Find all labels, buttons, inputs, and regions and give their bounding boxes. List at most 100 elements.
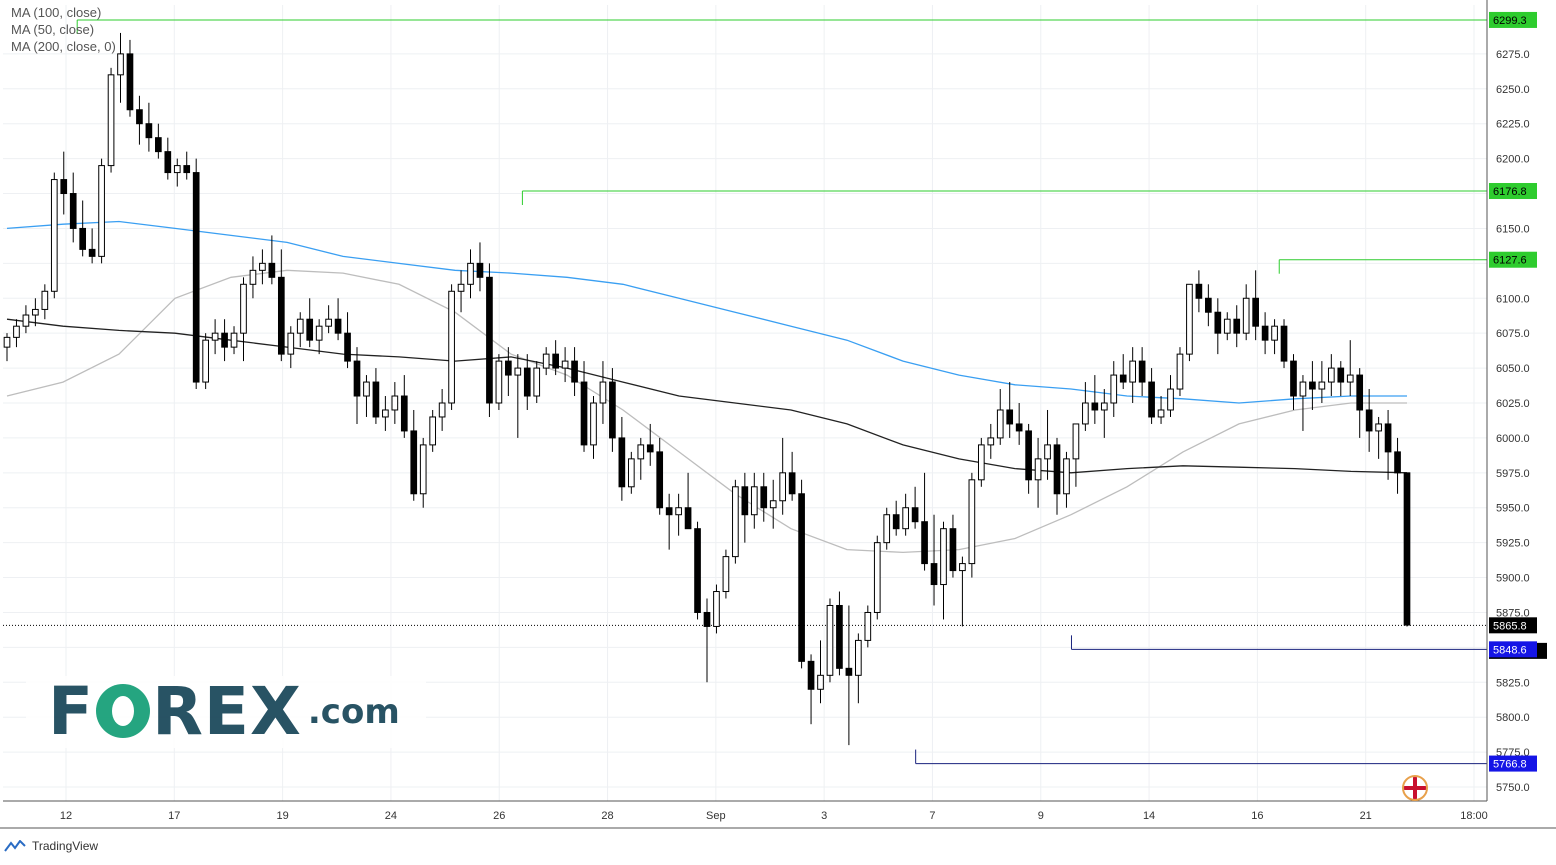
price-label-text: 6176.8 xyxy=(1493,186,1527,198)
candle-body xyxy=(1233,318,1241,334)
candle-body xyxy=(1205,297,1212,313)
candle-body xyxy=(22,314,30,327)
candle-body xyxy=(400,395,408,432)
y-tick-label: 5875.0 xyxy=(1496,607,1530,619)
candle-body xyxy=(249,269,257,285)
candle-body xyxy=(306,318,314,341)
candle-body xyxy=(1025,430,1032,481)
x-tick-label: 17 xyxy=(168,810,180,822)
candle-body xyxy=(769,500,777,509)
candle-body xyxy=(107,74,115,167)
candle-body xyxy=(996,409,1004,439)
candle-body xyxy=(334,318,342,334)
candle-body xyxy=(391,395,399,411)
moving-average-lines xyxy=(6,220,1408,554)
price-label-box xyxy=(1489,755,1537,772)
forex-logo-suffix: .com xyxy=(307,692,400,732)
price-label-text: 5766.8 xyxy=(1493,759,1527,771)
candle-body xyxy=(561,360,569,369)
candle-series xyxy=(3,32,1411,746)
candle-body xyxy=(1318,381,1326,390)
price-labels: 6299.36176.86127.65865.801:25:415848.657… xyxy=(1489,11,1547,772)
x-tick-label: 7 xyxy=(929,810,935,822)
legend-ma50[interactable]: MA (50, close) xyxy=(11,22,95,37)
candle-body xyxy=(325,318,332,327)
forex-logo-o-icon xyxy=(96,684,151,738)
candle-body xyxy=(1290,360,1297,397)
price-level-lines xyxy=(3,19,1487,765)
candle-body xyxy=(372,381,380,418)
price-label-box xyxy=(1489,617,1537,634)
x-tick-label: 18:00 xyxy=(1460,810,1488,822)
candle-body xyxy=(732,486,739,558)
candle-body xyxy=(1176,353,1184,390)
candle-body xyxy=(855,639,862,676)
x-tick-label: 9 xyxy=(1038,810,1044,822)
candle-body xyxy=(609,381,616,439)
candle-body xyxy=(1110,374,1118,404)
candle-body xyxy=(419,444,427,495)
candle-body xyxy=(1346,374,1354,383)
candle-body xyxy=(230,332,238,348)
candle-body xyxy=(826,604,834,676)
candle-body xyxy=(79,227,87,250)
candle-body xyxy=(788,472,796,495)
candle-body xyxy=(1186,283,1193,355)
legend-ma100[interactable]: MA (100, close) xyxy=(11,5,102,20)
candle-body xyxy=(259,262,266,271)
candle-body xyxy=(1157,409,1165,418)
y-tick-label: 6050.0 xyxy=(1496,363,1530,375)
candle-body xyxy=(1309,381,1316,390)
forex-logo: F REX .com xyxy=(26,676,426,748)
candle-body xyxy=(1214,311,1222,334)
candle-body xyxy=(41,290,49,310)
y-tick-label: 6200.0 xyxy=(1496,154,1530,166)
candle-body xyxy=(476,262,484,278)
candle-body xyxy=(495,360,503,404)
uk-flag-icon[interactable] xyxy=(1402,775,1428,801)
candle-body xyxy=(1271,325,1278,341)
candle-body xyxy=(599,381,607,404)
candle-body xyxy=(1375,423,1382,432)
candle-body xyxy=(1063,458,1070,495)
x-tick-label: 21 xyxy=(1360,810,1372,822)
candle-body xyxy=(580,381,588,446)
candle-body xyxy=(590,402,597,446)
candle-body xyxy=(1327,367,1335,383)
candle-body xyxy=(1299,381,1307,397)
candle-body xyxy=(646,444,654,453)
candle-body xyxy=(1167,388,1174,411)
ma50-line xyxy=(6,269,1407,554)
y-tick-label: 6225.0 xyxy=(1496,119,1530,131)
candle-body xyxy=(221,332,228,348)
y-tick-label: 6000.0 xyxy=(1496,433,1530,445)
candle-body xyxy=(438,402,446,418)
candle-body xyxy=(1148,381,1155,418)
candle-body xyxy=(949,528,957,572)
candle-body xyxy=(902,507,909,530)
y-tick-label: 6025.0 xyxy=(1496,398,1530,410)
y-tick-label: 6100.0 xyxy=(1496,293,1530,305)
candle-body xyxy=(514,367,522,376)
candle-body xyxy=(240,283,247,334)
legend-ma200[interactable]: MA (200, close, 0) xyxy=(11,39,116,54)
candle-body xyxy=(382,409,389,418)
candle-body xyxy=(665,507,673,516)
x-tick-label: 19 xyxy=(276,810,288,822)
candle-body xyxy=(675,507,682,516)
candle-body xyxy=(959,563,966,572)
candle-body xyxy=(921,521,928,565)
candle-body xyxy=(930,563,938,586)
candle-body xyxy=(845,667,853,676)
candle-body xyxy=(1356,374,1364,411)
tradingview-label[interactable]: TradingView xyxy=(32,839,99,853)
y-tick-label: 6250.0 xyxy=(1496,84,1530,96)
tradingview-footer: TradingView xyxy=(0,836,98,856)
y-tick-label: 6275.0 xyxy=(1496,49,1530,61)
x-tick-label: 14 xyxy=(1143,810,1155,822)
candle-body xyxy=(968,479,976,565)
candle-body xyxy=(353,360,361,397)
price-label-box xyxy=(1489,251,1537,268)
forex-logo-text: F REX xyxy=(48,673,302,750)
